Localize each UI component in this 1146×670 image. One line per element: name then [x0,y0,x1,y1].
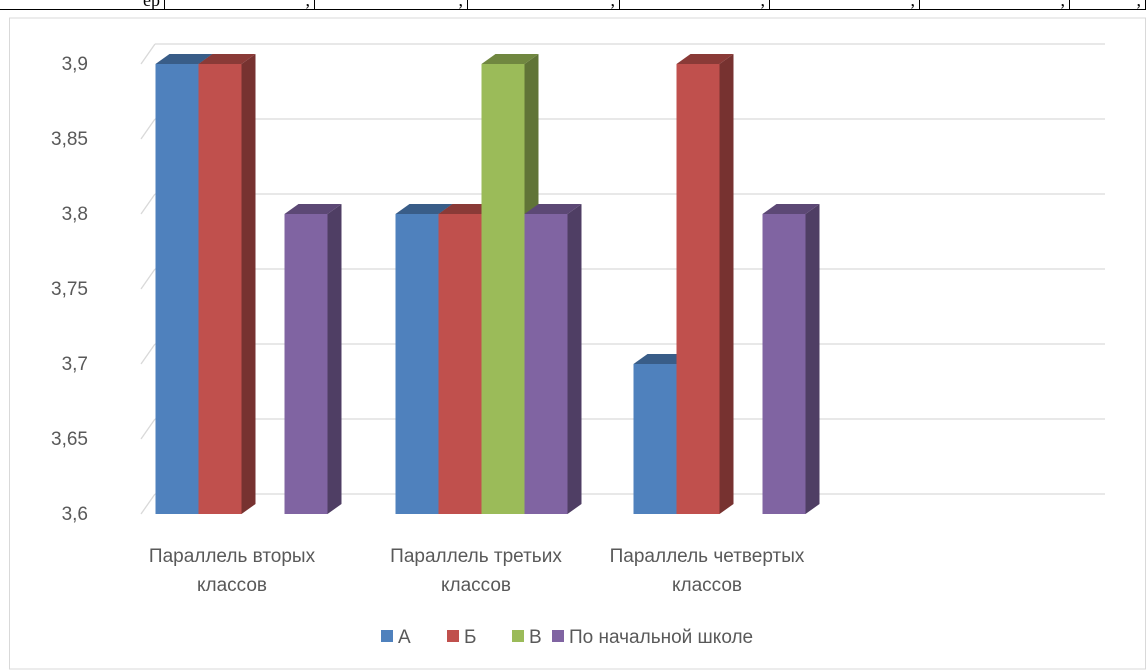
bars [155,54,820,514]
bar [481,64,525,514]
y-tick-label: 3,9 [62,54,88,75]
top-table-cell-text: , [1060,0,1066,10]
legend-label: Б [464,627,476,648]
bar-side [719,54,734,514]
top-table-cell-text: ер [143,0,160,10]
bar [198,64,242,514]
legend-swatch [381,630,393,642]
bar-top [676,54,734,64]
top-table-cell: , [315,0,468,9]
bar-top [633,354,691,364]
category-labels: Параллель вторых классов Параллель третьих… [149,546,805,596]
bar [395,214,439,514]
bar-top [762,204,820,214]
top-table-cell: , [468,0,620,9]
bar [284,214,328,514]
bar-side [327,204,342,514]
top-table-cell: , [770,0,920,9]
bar-top [524,204,582,214]
category-label: Параллель четвертых [610,546,805,567]
top-table-border [0,9,1146,10]
category-label: Параллель третьих [390,546,562,567]
category-label: классов [672,575,742,596]
legend-swatch [552,630,564,642]
bar [438,214,482,514]
bar-side [241,54,256,514]
legend-label: По начальной школе [569,627,753,648]
y-tick-label: 3,8 [62,204,88,225]
top-table-cell-text: , [760,0,766,10]
bar [762,214,806,514]
top-table-cell-text: , [610,0,616,10]
legend-swatch [512,630,524,642]
top-table-cell: , [165,0,315,9]
bar-top [481,54,539,64]
legend-swatch [447,630,459,642]
y-axis-ticks: 3,6 3,65 3,7 3,75 3,8 3,85 3,9 [51,54,88,525]
y-tick-label: 3,7 [62,354,88,375]
top-table-cell-text: , [458,0,464,10]
category-label: классов [197,575,267,596]
legend: А Б В По начальной школе [381,627,753,648]
bar-top [155,54,213,64]
bar-top [284,204,342,214]
bar [155,64,199,514]
bar [676,64,720,514]
y-tick-label: 3,6 [62,504,88,525]
gridline-side [140,268,156,290]
legend-label: В [529,627,542,648]
y-tick-label: 3,75 [51,279,88,300]
category-label: классов [441,575,511,596]
top-table-cell-text: , [305,0,311,10]
bar-top [198,54,256,64]
bar-top [438,204,496,214]
y-tick-label: 3,85 [51,129,88,150]
top-table-cell-text: , [910,0,916,10]
gridline-side [140,418,156,440]
top-table-cell-text: , [1136,0,1142,10]
gridline-side [140,118,156,140]
legend-label: А [398,627,411,648]
bar [524,214,568,514]
bar-side [805,204,820,514]
bar-top [395,204,453,214]
bar-side [567,204,582,514]
top-table-cell: ер [0,0,165,9]
top-table-fragment: ер,,,,,,, [0,0,1146,10]
top-table-cell: , [920,0,1070,9]
gridline-side [140,343,156,365]
gridline-side [140,493,156,515]
bar [633,364,677,514]
gridline-side [140,193,156,215]
gridline-side [140,43,156,65]
y-tick-label: 3,65 [51,429,88,450]
category-label: Параллель вторых [149,546,316,567]
top-table-cell: , [620,0,770,9]
